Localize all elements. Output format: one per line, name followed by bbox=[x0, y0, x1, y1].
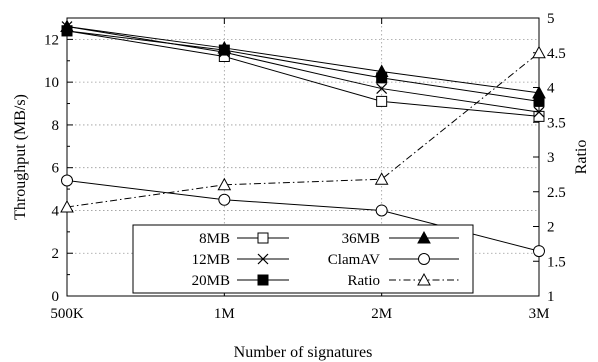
marker-square-filled bbox=[257, 274, 269, 286]
marker-triangle-filled bbox=[374, 64, 389, 77]
marker-x bbox=[257, 253, 269, 265]
marker-triangle-open bbox=[60, 199, 74, 213]
y2-tick-label: 3 bbox=[547, 150, 555, 166]
legend-entry-clamav: ClamAV bbox=[328, 252, 459, 268]
y2-tick-label: 4 bbox=[547, 81, 555, 97]
marker-triangle-open bbox=[532, 45, 546, 59]
legend-entry-36mb: 36MB bbox=[342, 230, 459, 247]
marker-triangle-filled bbox=[217, 40, 232, 54]
y-tick-label: 10 bbox=[44, 75, 59, 91]
legend: 8MB 12MB 20MB 36MB ClamAV Ratio bbox=[132, 224, 474, 294]
marker-circle-open bbox=[375, 204, 388, 217]
legend-label: ClamAV bbox=[328, 252, 380, 268]
y2-tick-label: 1 bbox=[547, 289, 555, 305]
marker-triangle-filled bbox=[417, 230, 431, 244]
y-tick-label: 6 bbox=[52, 161, 60, 177]
marker-x bbox=[376, 83, 388, 94]
y-axis-title: Throughput (MB/s) bbox=[12, 94, 29, 220]
series-36mb bbox=[60, 19, 546, 99]
marker-square-open bbox=[257, 232, 269, 244]
y-tick-label: 12 bbox=[44, 32, 59, 48]
marker-triangle-filled bbox=[532, 85, 546, 99]
y2-tick-label: 2 bbox=[547, 220, 555, 236]
y2-tick-label: 5 bbox=[547, 11, 555, 27]
x-tick-label: 500K bbox=[50, 306, 84, 322]
marker-x-stroke bbox=[257, 253, 269, 265]
y2-tick-label: 1.5 bbox=[547, 254, 566, 270]
legend-label: 8MB bbox=[199, 231, 230, 247]
y-tick-label: 4 bbox=[52, 203, 60, 219]
series-line bbox=[66, 52, 540, 208]
legend-label: Ratio bbox=[348, 273, 381, 289]
marker-square-open bbox=[376, 95, 388, 107]
marker-circle-open bbox=[418, 253, 430, 265]
series-layer bbox=[60, 19, 546, 258]
marker-triangle-open bbox=[417, 272, 431, 286]
marker-x-stroke bbox=[376, 83, 388, 94]
marker-circle-open bbox=[61, 174, 73, 187]
series-line bbox=[66, 30, 540, 102]
legend-label: 12MB bbox=[192, 252, 230, 268]
x-tick-label: 2M bbox=[371, 306, 392, 322]
marker-triangle-open bbox=[374, 172, 389, 185]
y2-axis-title: Ratio bbox=[573, 140, 590, 175]
x-axis-title: Number of signatures bbox=[234, 344, 373, 361]
legend-label: 36MB bbox=[342, 231, 380, 247]
legend-label: 20MB bbox=[192, 273, 230, 289]
legend-entry-8mb: 8MB bbox=[199, 231, 289, 247]
series-ratio bbox=[60, 45, 546, 213]
marker-x bbox=[533, 106, 545, 118]
y2-tick-label: 2.5 bbox=[547, 185, 566, 201]
y-tick-label: 2 bbox=[52, 246, 60, 262]
marker-triangle-filled bbox=[60, 19, 74, 33]
legend-entry-20mb: 20MB bbox=[192, 273, 289, 289]
series-clamav bbox=[61, 174, 545, 258]
x-tick-label: 1M bbox=[214, 306, 235, 322]
y-tick-label: 0 bbox=[52, 289, 60, 305]
series-line bbox=[66, 30, 540, 117]
legend-entry-12mb: 12MB bbox=[192, 252, 289, 268]
legend-entry-ratio: Ratio bbox=[348, 272, 459, 289]
y2-tick-label: 3.5 bbox=[547, 115, 566, 131]
marker-circle-open bbox=[218, 193, 231, 206]
series-line bbox=[66, 26, 540, 94]
y-tick-label: 8 bbox=[52, 118, 60, 134]
marker-circle-open bbox=[533, 245, 545, 258]
marker-x-stroke bbox=[533, 106, 545, 118]
marker-triangle-open bbox=[217, 177, 232, 191]
x-tick-label: 3M bbox=[529, 306, 550, 322]
series-line bbox=[66, 26, 540, 113]
y2-tick-label: 4.5 bbox=[547, 46, 566, 62]
axes: 0 2 4 6 8 10 12 1 1.5 2 2.5 3 3.5 4 4.5 5 500K 1M 2M 3M bbox=[44, 11, 566, 322]
